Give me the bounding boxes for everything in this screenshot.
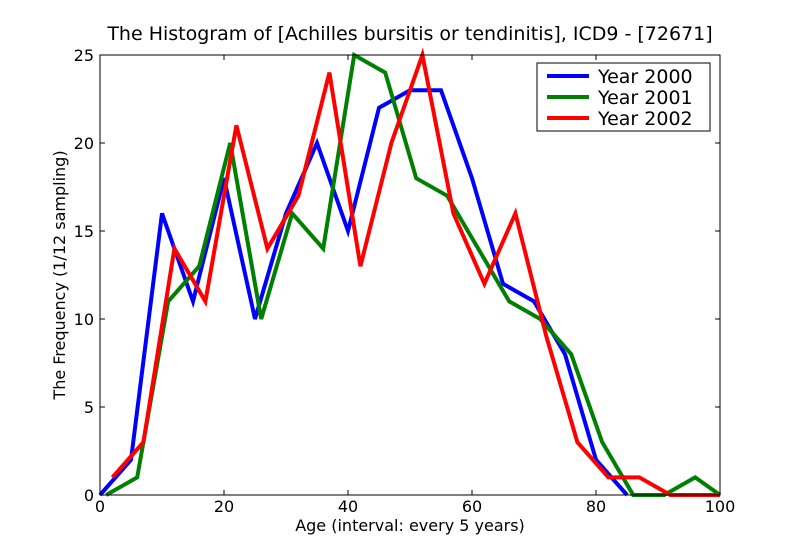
- x-tick-label: 60: [462, 497, 482, 516]
- x-tick-label: 80: [586, 497, 606, 516]
- y-tick-label: 15: [74, 222, 94, 241]
- legend-label-0: Year 2000: [597, 66, 693, 88]
- legend-label-1: Year 2001: [597, 87, 693, 109]
- y-tick-label: 5: [84, 398, 94, 417]
- y-tick-label: 20: [74, 134, 94, 153]
- x-tick-label: 0: [95, 497, 105, 516]
- y-axis-label: The Frequency (1/12 sampling): [50, 150, 69, 400]
- y-tick-label: 0: [84, 486, 94, 505]
- legend-label-2: Year 2002: [597, 108, 693, 130]
- y-tick-label: 10: [74, 310, 94, 329]
- x-tick-label: 100: [705, 497, 736, 516]
- x-tick-label: 20: [214, 497, 234, 516]
- y-tick-label: 25: [74, 46, 94, 65]
- x-tick-label: 40: [338, 497, 358, 516]
- chart-title: The Histogram of [Achilles bursitis or t…: [106, 23, 712, 45]
- plot-frame: [99, 54, 721, 496]
- x-axis-label: Age (interval: every 5 years): [295, 516, 525, 535]
- y-axis: 0 5 10 15 20 25: [74, 46, 720, 505]
- x-axis: 0 20 40 60 80 100: [95, 55, 735, 516]
